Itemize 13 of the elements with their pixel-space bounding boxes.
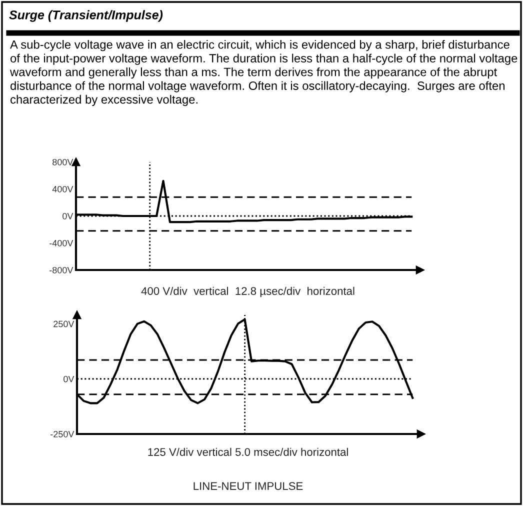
y-tick-label: 800V bbox=[52, 158, 74, 166]
x-axis-title: 400 V/div vertical 12.8 µsec/div horizontal bbox=[141, 286, 354, 298]
x-axis-title: 125 V/div vertical 5.0 msec/div horizontal bbox=[148, 448, 348, 456]
text: A sub-cycle voltage wave in an electric circuit, which is evidenced by a sharp, brief disturbance of the input-power voltage waveform. The duration is less than a half-cycle of the normal voltage waveform and generally less than a ms. The term derives from the appearance of the abrupt disturbance of the normal voltage waveform. Often it is oscillatory-decaying. Surges are often characterized by excessive voltage. bbox=[10, 40, 518, 106]
y-tick-label: 250V bbox=[54, 320, 74, 328]
text: LINE-NEUT IMPULSE bbox=[194, 482, 303, 490]
chart-title: Surge (Transient/Impulse) bbox=[9, 10, 163, 22]
y-tick-label: 400V bbox=[52, 186, 74, 192]
y-tick-label: 0V bbox=[64, 376, 74, 382]
y-tick-label: 0V bbox=[62, 212, 74, 220]
y-tick-label: -250V bbox=[50, 430, 74, 438]
y-tick-label: -400V bbox=[50, 240, 74, 246]
y-tick-label: -800V bbox=[50, 266, 74, 274]
